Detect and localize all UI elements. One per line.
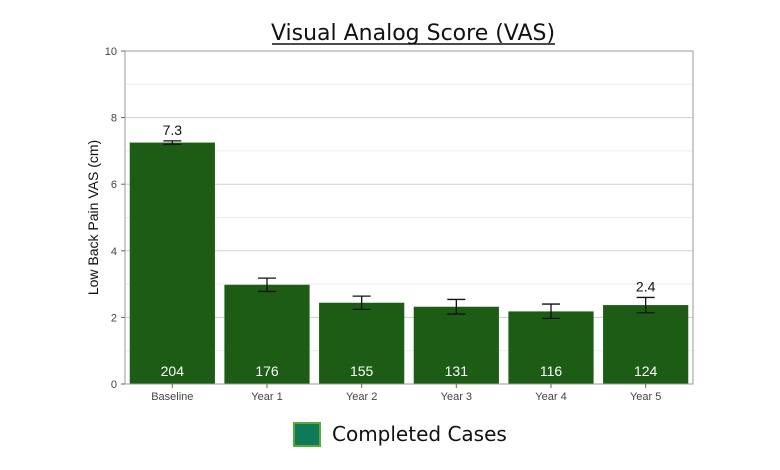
legend-swatch	[293, 422, 321, 447]
x-axis-ticks: Baseline Year 1 Year 2 Year 3 Year 4 Year 5	[151, 384, 661, 403]
plot-border	[124, 50, 694, 385]
value-label: 7.3	[163, 122, 183, 138]
legend: Completed Cases	[293, 422, 507, 447]
y-tick-label: 8	[111, 113, 117, 125]
y-tick-label: 0	[111, 379, 117, 391]
x-tick-label: Year 4	[535, 391, 566, 403]
legend-label: Completed Cases	[332, 422, 507, 446]
bar	[224, 284, 310, 384]
y-axis-label: Low Back Pain VAS (cm)	[85, 140, 101, 295]
y-axis-ticks: 0 2 4 6 8 10	[105, 46, 125, 391]
x-tick-label: Year 3	[441, 391, 472, 403]
error-bars	[163, 140, 655, 320]
value-labels: 7.3 2.4	[163, 122, 656, 295]
count-label: 124	[634, 363, 658, 379]
bars	[129, 142, 689, 384]
x-tick-label: Baseline	[151, 391, 193, 403]
bar	[413, 306, 499, 384]
bar	[603, 305, 689, 384]
x-tick-label: Year 2	[346, 391, 377, 403]
count-label: 155	[350, 363, 374, 379]
y-tick-label: 10	[105, 46, 117, 58]
count-label: 176	[255, 363, 279, 379]
x-tick-label: Year 5	[630, 391, 661, 403]
count-label: 204	[161, 363, 185, 379]
bar	[508, 311, 594, 384]
count-label: 116	[540, 363, 563, 379]
count-labels: 204 176 155 131 116 124	[161, 363, 658, 379]
bar	[129, 142, 215, 384]
y-tick-label: 4	[111, 246, 117, 258]
value-label: 2.4	[636, 278, 656, 294]
count-label: 131	[445, 363, 469, 379]
y-tick-label: 6	[111, 179, 117, 191]
chart-title: Visual Analog Score (VAS)	[271, 21, 555, 46]
x-tick-label: Year 1	[251, 391, 282, 403]
y-tick-label: 2	[111, 312, 117, 324]
bar	[319, 302, 405, 384]
